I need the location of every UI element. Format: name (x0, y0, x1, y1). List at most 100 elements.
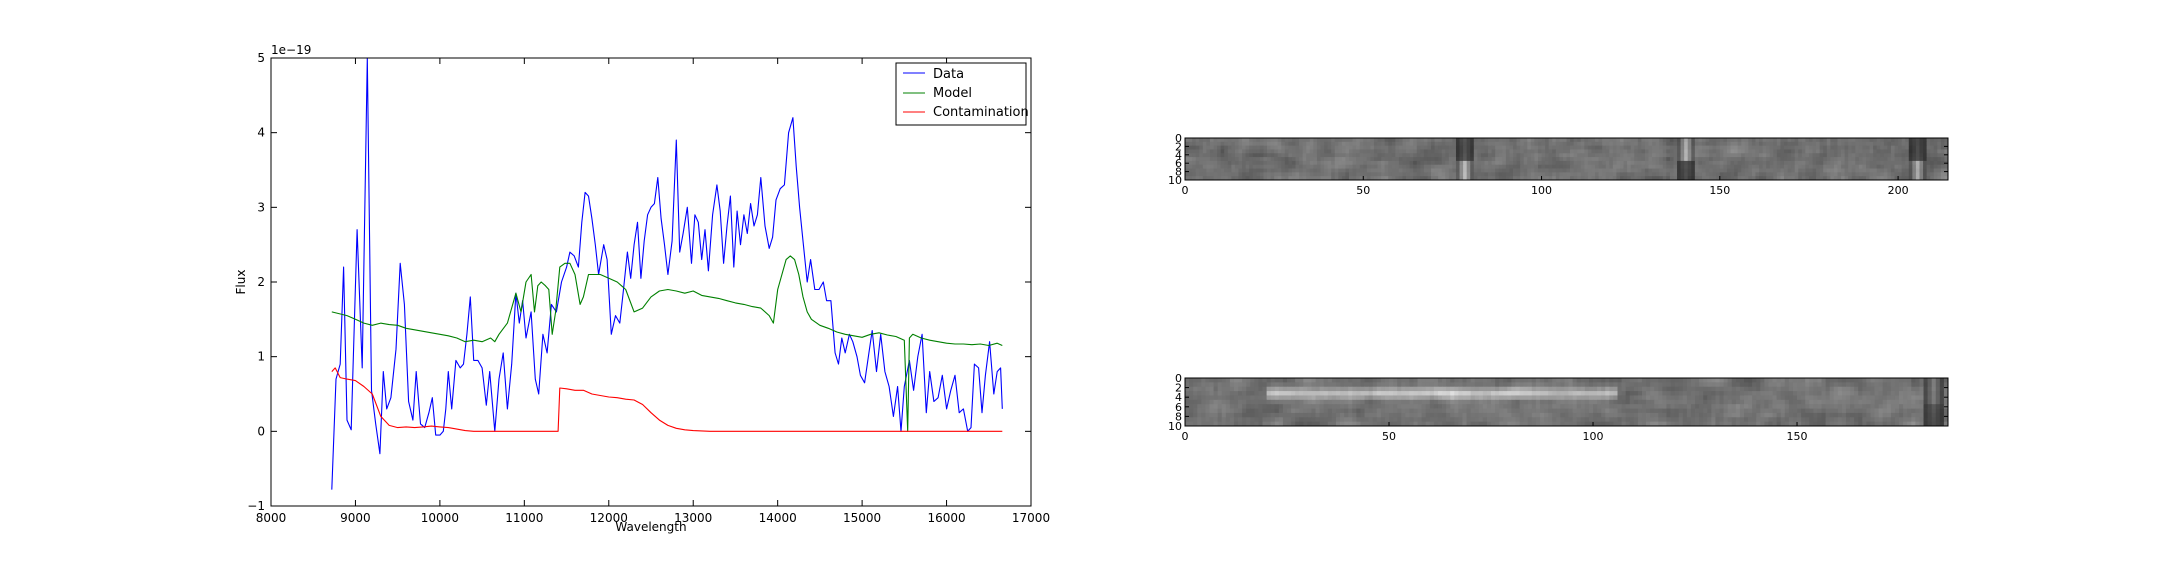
image-pixel (1591, 172, 1596, 177)
image-pixel (1274, 145, 1279, 150)
image-pixel (1531, 395, 1537, 401)
image-pixel (1270, 399, 1276, 405)
image-pixel (1858, 141, 1863, 147)
image-pixel (1801, 382, 1806, 388)
image-pixel (1619, 172, 1624, 177)
image-pixel (1480, 176, 1485, 181)
image-pixel (1402, 164, 1407, 169)
image-pixel (1788, 378, 1794, 383)
image-pixel (1588, 391, 1594, 396)
image-pixel (1395, 138, 1400, 143)
image-pixel (1823, 160, 1828, 166)
image-pixel (1605, 382, 1610, 388)
image-pixel (1613, 382, 1618, 388)
image-pixel (1866, 386, 1871, 392)
image-pixel (1833, 164, 1838, 169)
image-pixel (1364, 404, 1370, 409)
image-pixel (1619, 176, 1624, 181)
image-pixel (1858, 386, 1863, 392)
image-pixel (1866, 391, 1871, 396)
image-pixel (1743, 412, 1749, 418)
image-pixel (1266, 417, 1272, 423)
image-pixel (1580, 141, 1585, 147)
image-pixel (1499, 378, 1504, 383)
image-pixel (1206, 145, 1211, 150)
image-pixel (1572, 399, 1578, 405)
image-pixel (1360, 386, 1365, 392)
image-pixel (1794, 153, 1799, 158)
image-pixel (1511, 421, 1516, 427)
image-pixel (1751, 149, 1756, 154)
image-pixel (1352, 408, 1357, 414)
image-pixel (1659, 160, 1664, 166)
image-pixel (1242, 421, 1247, 427)
image-pixel (1531, 417, 1537, 423)
image-pixel (1409, 172, 1414, 177)
image-pixel (1535, 391, 1541, 396)
image-pixel (1434, 172, 1439, 177)
image-pixel (1899, 421, 1904, 427)
image-pixel (1939, 417, 1945, 423)
image-pixel (1459, 168, 1464, 173)
image-pixel (1416, 168, 1421, 173)
image-pixel (1798, 160, 1803, 166)
image-pixel (1502, 141, 1507, 147)
image-pixel (1943, 408, 1949, 414)
image-pixel (1413, 391, 1418, 396)
image-pixel (1406, 153, 1411, 158)
image-pixel (1381, 157, 1386, 162)
image-pixel (1694, 172, 1699, 177)
image-pixel (1844, 141, 1849, 147)
image-pixel (1862, 168, 1867, 173)
image-pixel (1560, 399, 1565, 405)
image-pixel (1417, 412, 1423, 418)
image-pixel (1344, 399, 1349, 405)
image-pixel (1307, 404, 1312, 409)
image-pixel (1201, 412, 1206, 418)
image-pixel (1873, 153, 1878, 158)
image-pixel (1541, 149, 1546, 154)
image-pixel (1723, 382, 1729, 388)
image-pixel (1185, 408, 1190, 414)
image-pixel (1320, 149, 1325, 154)
image-pixel (1776, 141, 1781, 147)
image-pixel (1527, 399, 1533, 405)
image-pixel (1303, 382, 1308, 388)
image-pixel (1613, 417, 1618, 423)
image-pixel (1788, 386, 1794, 392)
image-pixel (1580, 399, 1586, 405)
image-pixel (1409, 153, 1414, 158)
image-pixel (1813, 391, 1818, 396)
image-pixel (1530, 149, 1535, 154)
image-pixel (1780, 176, 1785, 181)
image-pixel (1937, 138, 1942, 143)
image-pixel (1686, 378, 1692, 383)
image-pixel (1919, 412, 1924, 418)
image-pixel (1356, 138, 1361, 143)
image-pixel (1398, 160, 1403, 166)
image-pixel (1719, 153, 1724, 158)
image-pixel (1331, 378, 1337, 383)
image-pixel (1442, 395, 1447, 401)
image-pixel (1217, 386, 1223, 392)
image-pixel (1530, 168, 1535, 173)
image-pixel (1637, 160, 1642, 166)
image-pixel (1911, 421, 1916, 427)
image-pixel (1783, 157, 1788, 162)
image-pixel (1531, 391, 1537, 396)
image-pixel (1555, 157, 1560, 162)
image-pixel (1434, 153, 1439, 158)
image-pixel (1552, 138, 1557, 143)
image-pixel (1833, 408, 1839, 414)
image-pixel (1756, 404, 1761, 409)
image-pixel (1274, 168, 1279, 173)
image-pixel (1548, 391, 1553, 396)
image-pixel (1862, 382, 1867, 388)
image-pixel (1281, 160, 1286, 166)
image-pixel (1709, 176, 1714, 181)
image-pixel (1331, 160, 1336, 166)
image-pixel (1766, 141, 1771, 147)
image-pixel (1539, 395, 1545, 401)
image-pixel (1477, 157, 1482, 162)
image-pixel (1666, 404, 1671, 409)
